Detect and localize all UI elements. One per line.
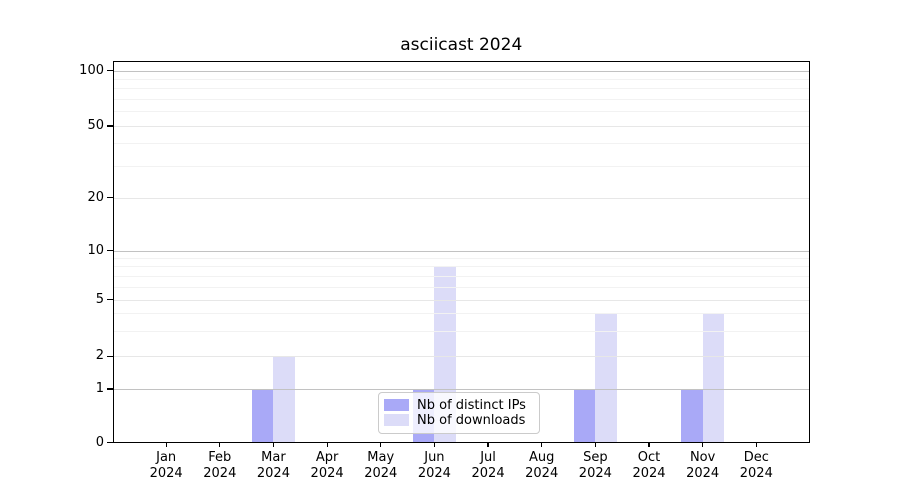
x-tick-label-month: Mar [261, 450, 286, 465]
x-tick-label-year: 2024 [686, 466, 720, 481]
gridline-major [112, 250, 810, 252]
x-tick-label: Jul 2024 [453, 450, 523, 482]
y-tick-mark [107, 69, 113, 72]
y-tick-mark [107, 355, 113, 357]
gridline-minor [112, 143, 810, 145]
x-tick-label: Feb 2024 [185, 450, 255, 482]
y-tick-mark [107, 197, 113, 199]
x-tick-label-month: Jul [480, 450, 496, 465]
x-tick-label-month: Dec [743, 450, 769, 465]
legend-label-distinct-ips: Nb of distinct IPs [417, 397, 526, 413]
x-tick-label-year: 2024 [256, 466, 290, 481]
y-tick-mark [107, 388, 113, 390]
x-tick-mark [541, 442, 543, 447]
x-tick-label-year: 2024 [525, 466, 559, 481]
x-tick-label-month: May [367, 450, 395, 465]
gridline-major-light [112, 299, 810, 301]
x-tick-label: Dec 2024 [721, 450, 791, 482]
bar-downloads [702, 313, 725, 443]
x-tick-label-month: Feb [208, 450, 232, 465]
x-tick-label-month: Nov [689, 450, 716, 465]
x-tick-label-year: 2024 [632, 466, 666, 481]
plot-area [112, 61, 810, 443]
y-tick-mark [107, 125, 113, 127]
x-tick-label-year: 2024 [203, 466, 237, 481]
x-tick-label: Jan 2024 [131, 450, 201, 482]
x-tick-label: Sep 2024 [560, 450, 630, 482]
bar-downloads [595, 313, 617, 443]
x-tick-label: Oct 2024 [614, 450, 684, 482]
gridline-minor [112, 99, 810, 101]
gridline-minor [112, 286, 810, 288]
x-tick-label-year: 2024 [739, 466, 773, 481]
x-tick-mark [755, 442, 757, 447]
x-tick-label-year: 2024 [364, 466, 398, 481]
gridline-minor [112, 257, 810, 259]
y-tick-label: 10 [87, 242, 104, 258]
x-tick-label-year: 2024 [417, 466, 451, 481]
gridline-minor [112, 88, 810, 90]
gridline-minor [112, 266, 810, 268]
gridline-minor [112, 166, 810, 168]
legend-swatch-downloads [384, 414, 409, 426]
x-tick-label-year: 2024 [578, 466, 612, 481]
y-tick-mark [107, 441, 113, 444]
y-tick-label: 100 [79, 62, 104, 78]
y-tick-label: 5 [95, 291, 104, 307]
x-tick-label: Jun 2024 [399, 450, 469, 482]
legend-item-downloads: Nb of downloads [384, 414, 531, 427]
legend-label-downloads: Nb of downloads [417, 412, 526, 428]
y-tick-label: 1 [95, 381, 104, 396]
legend: Nb of distinct IPs Nb of downloads [378, 391, 540, 434]
bar-distinct-ips [681, 389, 703, 443]
y-tick-label: 0 [95, 434, 104, 450]
x-tick-mark [702, 442, 704, 447]
bar-distinct-ips [573, 389, 596, 443]
x-tick-label-month: Oct [637, 450, 661, 465]
x-tick-label-year: 2024 [149, 466, 183, 481]
x-tick-label-month: Apr [315, 450, 339, 465]
gridline-major-light [112, 126, 810, 127]
x-tick-mark [648, 442, 650, 447]
x-tick-label-month: Jan [156, 450, 177, 465]
x-tick-mark [165, 442, 167, 447]
x-tick-mark [487, 442, 489, 447]
gridline-minor [112, 313, 810, 315]
x-tick-label: Aug 2024 [507, 450, 577, 482]
x-tick-mark [219, 442, 221, 447]
y-tick-mark [107, 249, 113, 252]
legend-item-distinct-ips: Nb of distinct IPs [384, 399, 531, 412]
x-tick-label-year: 2024 [310, 466, 344, 481]
legend-swatch-distinct-ips [384, 399, 409, 411]
x-tick-mark [380, 442, 382, 447]
x-tick-label: Nov 2024 [668, 450, 738, 482]
x-tick-label: Apr 2024 [292, 450, 362, 482]
x-tick-label-month: Sep [583, 450, 608, 465]
y-tick-mark [107, 299, 113, 301]
x-tick-label-month: Aug [528, 450, 555, 465]
x-tick-mark [594, 442, 597, 447]
gridline-minor [112, 275, 810, 277]
gridline-minor [112, 78, 810, 80]
chart-title: asciicast 2024 [400, 35, 523, 55]
bar-distinct-ips [251, 389, 274, 443]
x-tick-mark [272, 442, 275, 447]
bar-downloads [273, 356, 295, 443]
gridline-minor [112, 111, 810, 113]
y-tick-label: 2 [95, 348, 104, 364]
x-tick-label-year: 2024 [471, 466, 505, 481]
x-tick-label: Mar 2024 [238, 450, 308, 482]
y-tick-label: 50 [87, 118, 104, 133]
y-tick-label: 20 [87, 189, 104, 205]
x-tick-mark [326, 442, 328, 447]
gridline-major-light [112, 356, 810, 358]
x-tick-mark [433, 442, 436, 447]
gridline-major [112, 389, 810, 390]
x-tick-label: May 2024 [346, 450, 416, 482]
gridline-major-light [112, 197, 810, 199]
x-tick-label-month: Jun [424, 450, 445, 465]
gridline-major [112, 70, 810, 72]
gridline-minor [112, 331, 810, 333]
